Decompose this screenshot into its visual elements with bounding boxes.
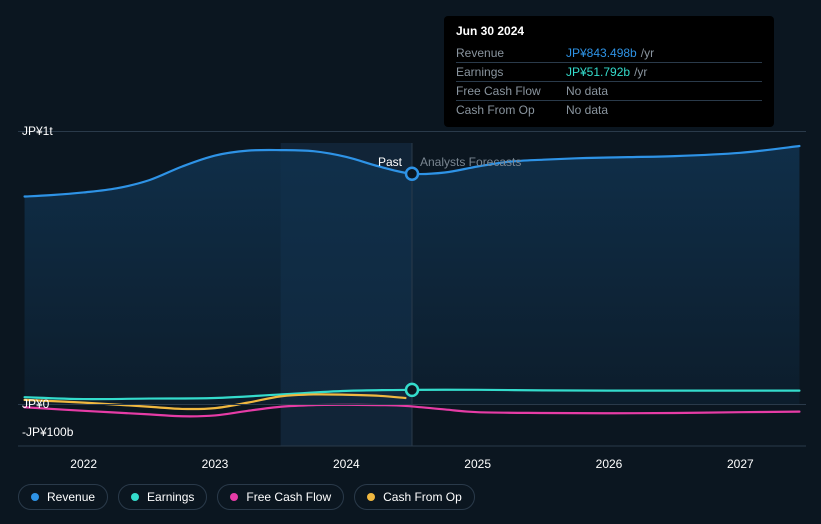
tooltip-row: Free Cash FlowNo data	[456, 81, 762, 100]
legend-item-cash-from-op[interactable]: Cash From Op	[354, 484, 475, 510]
x-axis-label: 2022	[70, 457, 97, 471]
legend-item-free-cash-flow[interactable]: Free Cash Flow	[217, 484, 344, 510]
legend-dot-icon	[131, 493, 139, 501]
chart-legend: Revenue Earnings Free Cash Flow Cash From O…	[18, 484, 475, 510]
chart-tooltip: Jun 30 2024 RevenueJP¥843.498b/yrEarning…	[444, 16, 774, 127]
tooltip-row-value: JP¥843.498b	[566, 46, 637, 60]
tooltip-rows: RevenueJP¥843.498b/yrEarningsJP¥51.792b/…	[456, 44, 762, 119]
tooltip-row-label: Revenue	[456, 46, 566, 60]
legend-label: Cash From Op	[383, 490, 462, 504]
x-axis-label: 2026	[596, 457, 623, 471]
tooltip-row-label: Free Cash Flow	[456, 84, 566, 98]
y-axis-label: -JP¥100b	[22, 425, 73, 439]
past-label: Past	[378, 155, 402, 169]
legend-label: Free Cash Flow	[246, 490, 331, 504]
legend-item-revenue[interactable]: Revenue	[18, 484, 108, 510]
legend-dot-icon	[31, 493, 39, 501]
x-axis-label: 2027	[727, 457, 754, 471]
tooltip-row-label: Earnings	[456, 65, 566, 79]
legend-dot-icon	[367, 493, 375, 501]
legend-dot-icon	[230, 493, 238, 501]
tooltip-row: EarningsJP¥51.792b/yr	[456, 62, 762, 81]
legend-item-earnings[interactable]: Earnings	[118, 484, 207, 510]
tooltip-row-value: No data	[566, 84, 608, 98]
legend-label: Revenue	[47, 490, 95, 504]
legend-label: Earnings	[147, 490, 194, 504]
y-axis-label: JP¥0	[22, 397, 49, 411]
tooltip-title: Jun 30 2024	[456, 24, 762, 38]
tooltip-row-suffix: /yr	[641, 46, 654, 60]
x-axis-label: 2023	[202, 457, 229, 471]
tooltip-row-label: Cash From Op	[456, 103, 566, 117]
tooltip-row-value: No data	[566, 103, 608, 117]
grid-line	[18, 131, 806, 132]
tooltip-row-value: JP¥51.792b	[566, 65, 630, 79]
y-axis-label: JP¥1t	[22, 124, 53, 138]
tooltip-row-suffix: /yr	[634, 65, 647, 79]
grid-line	[18, 404, 806, 405]
x-axis-label: 2024	[333, 457, 360, 471]
forecast-label: Analysts Forecasts	[420, 155, 521, 169]
tooltip-row: Cash From OpNo data	[456, 100, 762, 119]
tooltip-row: RevenueJP¥843.498b/yr	[456, 44, 762, 62]
x-axis-label: 2025	[464, 457, 491, 471]
